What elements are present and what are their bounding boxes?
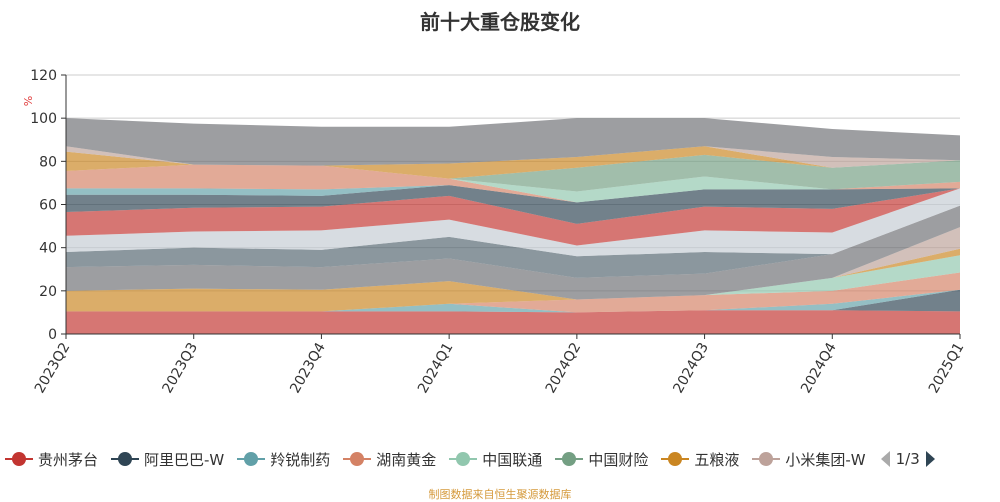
legend-label: 贵州茅台 (38, 450, 99, 469)
x-tick-label: 2023Q2 (32, 340, 74, 396)
legend-marker-icon (237, 452, 266, 466)
x-tick-label: 2025Q1 (926, 340, 968, 396)
y-tick-labels: 0 20 40 60 80 100 120 (30, 68, 66, 343)
legend-item[interactable]: 阿里巴巴-W (110, 449, 224, 470)
legend-label: 中国财险 (588, 450, 649, 469)
x-tick-labels: 2023Q2 2023Q3 2023Q4 2024Q1 2024Q2 2024Q3 2024… (32, 334, 968, 396)
x-tick-label: 2024Q4 (798, 340, 840, 396)
y-tick-label: 100 (30, 111, 57, 127)
area-贵州茅台[interactable] (66, 310, 960, 334)
legend-label: 五粮液 (694, 450, 740, 469)
area-S18[interactable] (66, 146, 960, 179)
data-source-note: 制图数据来自恒生聚源数据库 (428, 488, 572, 501)
legend-marker-icon (555, 452, 584, 466)
area-S12[interactable] (66, 188, 960, 246)
legend-item[interactable]: 中国财险 (554, 449, 648, 470)
area-S14[interactable] (66, 185, 960, 203)
legend-label: 中国联通 (482, 450, 543, 469)
legend-item[interactable]: 小米集团-W (751, 449, 866, 470)
legend-label: 羚锐制药 (270, 450, 331, 469)
area-series (66, 118, 960, 334)
legend-marker-icon (661, 452, 690, 466)
legend-item[interactable]: 中国联通 (448, 449, 542, 470)
x-tick-label: 2023Q4 (287, 340, 329, 396)
x-tick-label: 2024Q2 (543, 340, 585, 396)
next-page-icon[interactable] (924, 450, 936, 468)
legend-item[interactable]: 贵州茅台 (4, 449, 98, 470)
area-S13[interactable] (66, 185, 960, 224)
y-tick-label: 60 (39, 198, 57, 214)
x-tick-label: 2024Q3 (670, 340, 712, 396)
legend-marker-icon (343, 452, 372, 466)
legend-marker-icon (752, 452, 781, 466)
prev-page-icon[interactable] (880, 450, 892, 468)
legend-marker-icon (449, 452, 478, 466)
legend-marker-icon (111, 452, 140, 466)
legend-label: 小米集团-W (785, 450, 866, 469)
chart-title: 前十大重仓股变化 (420, 10, 580, 34)
y-tick-label: 20 (39, 284, 57, 300)
chart-svg: 0 20 40 60 80 100 120 2023Q2 2023Q3 2023Q4 2024Q1… (22, 68, 968, 396)
legend-pager: 1/3 (880, 450, 936, 468)
area-S20[interactable] (66, 118, 960, 166)
area-S10[interactable] (66, 205, 960, 278)
legend-item[interactable]: 湖南黄金 (342, 449, 436, 470)
area-S17[interactable] (66, 154, 960, 192)
x-tick-label: 2024Q1 (415, 340, 457, 396)
area-五粮液[interactable] (66, 248, 960, 312)
legend-page-indicator: 1/3 (895, 450, 920, 468)
area-S11[interactable] (66, 188, 960, 257)
y-tick-label: 80 (39, 154, 57, 170)
y-tick-label: 0 (48, 327, 57, 343)
legend-marker-icon (5, 452, 33, 466)
area-阿里巴巴-W[interactable] (66, 289, 960, 313)
y-axis-unit-label: % (22, 96, 35, 106)
legend: 贵州茅台 阿里巴巴-W 羚锐制药 湖南黄金 中国联通 中国财险 五粮液 小米集团-W 1/3 (4, 446, 994, 472)
legend-label: 阿里巴巴-W (144, 450, 225, 469)
y-tick-label: 120 (30, 68, 57, 84)
x-tick-label: 2023Q3 (160, 340, 202, 396)
area-S9[interactable] (66, 205, 960, 300)
area-湖南黄金[interactable] (66, 272, 960, 313)
area-S15[interactable] (66, 164, 960, 203)
legend-item[interactable]: 五粮液 (660, 449, 739, 470)
legend-label: 湖南黄金 (376, 450, 437, 469)
legend-item[interactable]: 羚锐制药 (236, 449, 330, 470)
y-tick-label: 40 (39, 241, 57, 257)
area-S19[interactable] (66, 146, 960, 168)
